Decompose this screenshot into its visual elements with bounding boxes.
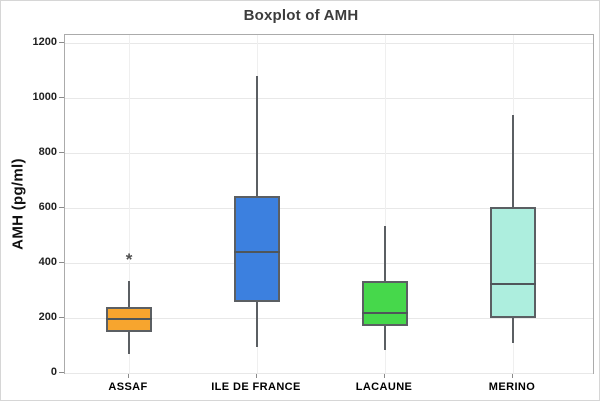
- x-tick-mark: [384, 374, 385, 378]
- upper-whisker: [512, 114, 514, 207]
- upper-whisker: [256, 76, 258, 196]
- median-line: [234, 251, 280, 253]
- gridline-horizontal: [65, 42, 593, 44]
- y-tick-label: 200: [38, 311, 57, 323]
- gridline-horizontal: [65, 207, 593, 209]
- y-tick-label: 1200: [32, 36, 57, 48]
- upper-whisker: [384, 225, 386, 281]
- y-tick-mark: [59, 42, 64, 43]
- median-line: [490, 282, 536, 285]
- gridline-horizontal: [65, 262, 593, 264]
- median-line: [106, 318, 152, 321]
- lower-whisker: [128, 331, 130, 354]
- y-tick-mark: [59, 97, 64, 98]
- y-tick-mark: [59, 372, 64, 373]
- box-iqr: [490, 206, 536, 318]
- median-line: [362, 311, 408, 314]
- x-tick-mark: [512, 374, 513, 378]
- y-tick-mark: [59, 152, 64, 153]
- y-tick-label: 0: [50, 366, 57, 378]
- box-iqr: [362, 280, 408, 327]
- upper-whisker: [128, 280, 130, 307]
- y-tick-label: 400: [38, 256, 57, 268]
- y-tick-label: 1000: [32, 91, 57, 103]
- x-tick-mark: [256, 374, 257, 378]
- gridline-vertical: [384, 35, 386, 373]
- y-tick-label: 800: [38, 146, 57, 158]
- x-tick-label: ASSAF: [108, 381, 148, 393]
- gridline-horizontal: [65, 317, 593, 319]
- y-tick-label: 600: [38, 201, 57, 213]
- lower-whisker: [512, 318, 514, 343]
- chart-title: Boxplot of AMH: [243, 7, 359, 24]
- gridline-vertical: [128, 35, 130, 373]
- gridline-horizontal: [65, 372, 593, 374]
- x-tick-label: MERINO: [488, 381, 536, 393]
- lower-whisker: [256, 301, 258, 347]
- outlier-marker: *: [125, 250, 133, 270]
- plot-panel: *: [64, 34, 594, 374]
- gridline-horizontal: [65, 97, 593, 99]
- y-tick-mark: [59, 317, 64, 318]
- x-tick-label: LACAUNE: [355, 381, 413, 393]
- y-tick-mark: [59, 262, 64, 263]
- box-iqr: [234, 195, 280, 302]
- x-tick-mark: [128, 374, 129, 378]
- x-tick-label: ILE DE FRANCE: [211, 381, 301, 393]
- gridline-horizontal: [65, 152, 593, 154]
- y-tick-mark: [59, 207, 64, 208]
- lower-whisker: [384, 326, 386, 350]
